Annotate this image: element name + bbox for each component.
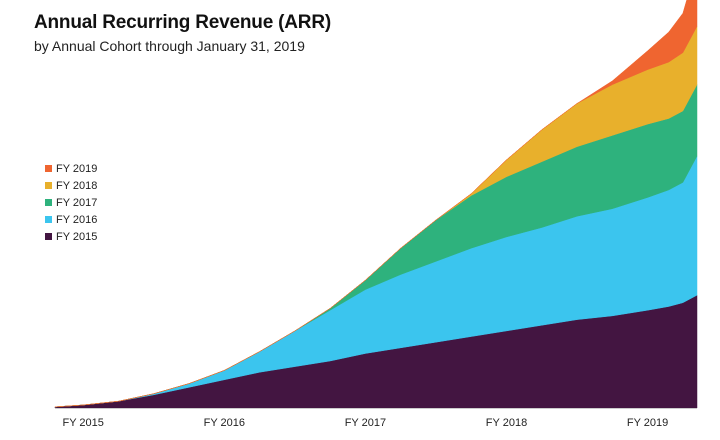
legend-item-fy2015: FY 2015 <box>45 228 97 245</box>
chart-subtitle: by Annual Cohort through January 31, 201… <box>34 38 305 54</box>
legend-swatch-fy2015 <box>45 233 52 240</box>
legend-label-fy2019: FY 2019 <box>56 162 98 175</box>
legend-swatch-fy2017 <box>45 199 52 206</box>
legend-label-fy2017: FY 2017 <box>56 196 98 209</box>
x-tick-label: FY 2016 <box>204 417 245 429</box>
chart-title: Annual Recurring Revenue (ARR) <box>34 12 331 33</box>
legend-label-fy2016: FY 2016 <box>56 213 98 226</box>
legend-swatch-fy2018 <box>45 182 52 189</box>
legend-item-fy2016: FY 2016 <box>45 211 97 228</box>
area-layers <box>54 0 698 409</box>
x-tick-label: FY 2019 <box>627 417 668 429</box>
legend-item-fy2019: FY 2019 <box>45 160 97 177</box>
legend: FY 2019 FY 2018 FY 2017 FY 2016 FY 2015 <box>45 160 97 245</box>
area-fy-2019 <box>54 0 698 408</box>
legend-label-fy2018: FY 2018 <box>56 179 98 192</box>
x-tick-label: FY 2015 <box>63 417 104 429</box>
legend-item-fy2017: FY 2017 <box>45 194 97 211</box>
legend-swatch-fy2019 <box>45 165 52 172</box>
legend-item-fy2018: FY 2018 <box>45 177 97 194</box>
legend-label-fy2015: FY 2015 <box>56 230 98 243</box>
x-axis-ticks: FY 2015 FY 2016 FY 2017 FY 2018 FY 2019 <box>63 417 669 429</box>
x-tick-label: FY 2017 <box>345 417 386 429</box>
x-tick-label: FY 2018 <box>486 417 527 429</box>
legend-swatch-fy2016 <box>45 216 52 223</box>
